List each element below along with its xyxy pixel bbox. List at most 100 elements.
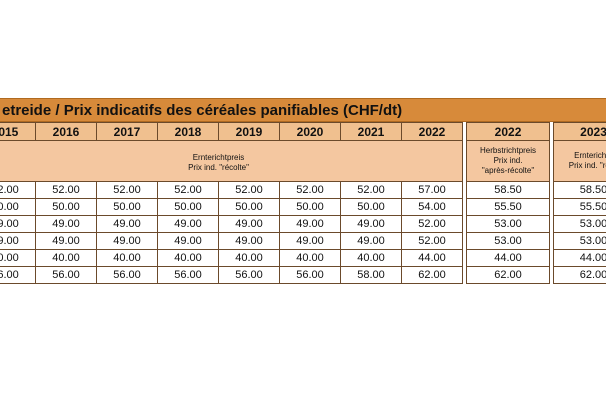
price-cell: 55.50 [466,198,550,216]
price-cell: 55.50 [553,198,606,216]
price-cell: 50.00 [0,198,36,216]
post-harvest-price-label: Herbstrichtpreis Prix ind. "après-récolt… [466,140,550,182]
column-gap [461,266,468,284]
column-gap [461,140,468,182]
price-cell: 44.00 [553,249,606,267]
price-cell: 56.00 [0,266,36,284]
table-row: 49.0049.0049.0049.0049.0049.0049.0052.00… [0,232,606,250]
price-cell: 52.00 [401,215,463,233]
column-gap [461,122,468,141]
label-line: Prix ind. "récolte" [188,163,249,172]
column-gap [548,198,555,216]
price-cell: 44.00 [466,249,550,267]
label-line: Prix ind. "réco [568,161,606,170]
column-gap [548,232,555,250]
price-cell: 52.00 [279,181,341,199]
harvest-price-label-2023: Ernterichtp Prix ind. "réco [553,140,606,182]
price-cell: 62.00 [466,266,550,284]
year-header-row: 2015 2016 2017 2018 2019 2020 2021 2022 … [0,122,606,141]
price-cell: 49.00 [157,232,219,250]
column-gap [548,266,555,284]
price-cell: 56.00 [218,266,280,284]
price-cell: 53.00 [553,232,606,250]
price-cell: 49.00 [218,232,280,250]
price-cell: 50.00 [279,198,341,216]
price-cell: 40.00 [0,249,36,267]
price-rows: 52.0052.0052.0052.0052.0052.0052.0057.00… [0,181,606,284]
price-cell: 40.00 [279,249,341,267]
year-header-cell: 2021 [340,122,402,141]
price-type-row: Ernterichtpreis Prix ind. "récolte" Herb… [0,140,606,182]
price-table: 2015 2016 2017 2018 2019 2020 2021 2022 … [0,122,606,284]
column-gap [461,249,468,267]
year-header-cell: 2017 [96,122,158,141]
price-cell: 52.00 [35,181,97,199]
price-cell: 56.00 [96,266,158,284]
column-gap [548,181,555,199]
price-cell: 52.00 [157,181,219,199]
price-cell: 52.00 [0,181,36,199]
price-cell: 52.00 [218,181,280,199]
price-cell: 40.00 [340,249,402,267]
year-header-cell: 2018 [157,122,219,141]
price-cell: 62.00 [401,266,463,284]
year-header-cell: 2019 [218,122,280,141]
price-cell: 52.00 [96,181,158,199]
label-line: "après-récolte" [481,166,535,175]
price-cell: 56.00 [35,266,97,284]
column-gap [548,140,555,182]
price-cell: 57.00 [401,181,463,199]
year-header-cell: 2022 [466,122,550,141]
column-gap [548,215,555,233]
column-gap [548,249,555,267]
price-cell: 52.00 [340,181,402,199]
price-cell: 50.00 [218,198,280,216]
table-title: etreide / Prix indicatifs des céréales p… [0,98,606,122]
price-cell: 49.00 [157,215,219,233]
label-line: Ernterichtpreis [192,153,245,162]
year-header-cell: 2020 [279,122,341,141]
price-cell: 49.00 [35,215,97,233]
price-cell: 49.00 [35,232,97,250]
year-header-cell: 2023 [553,122,606,141]
price-cell: 49.00 [340,232,402,250]
price-cell: 50.00 [35,198,97,216]
price-cell: 49.00 [340,215,402,233]
price-cell: 49.00 [279,232,341,250]
price-cell: 58.00 [340,266,402,284]
year-header-cell: 2015 [0,122,36,141]
price-cell: 49.00 [96,215,158,233]
label-line: Herbstrichtpreis [480,146,537,155]
price-cell: 40.00 [35,249,97,267]
year-header-cell: 2022 [401,122,463,141]
price-cell: 53.00 [553,215,606,233]
column-gap [461,232,468,250]
price-cell: 44.00 [401,249,463,267]
price-cell: 49.00 [279,215,341,233]
table-row: 50.0050.0050.0050.0050.0050.0050.0054.00… [0,198,606,216]
year-header-cell: 2016 [35,122,97,141]
price-cell: 40.00 [157,249,219,267]
price-cell: 53.00 [466,215,550,233]
table-row: 49.0049.0049.0049.0049.0049.0049.0052.00… [0,215,606,233]
price-cell: 58.50 [466,181,550,199]
price-cell: 54.00 [401,198,463,216]
harvest-price-label: Ernterichtpreis Prix ind. "récolte" [0,140,463,182]
label-line: Ernterichtp [574,151,606,160]
price-cell: 53.00 [466,232,550,250]
price-cell: 50.00 [157,198,219,216]
table-row: 40.0040.0040.0040.0040.0040.0040.0044.00… [0,249,606,267]
label-line: Prix ind. [493,156,523,165]
price-cell: 49.00 [96,232,158,250]
price-cell: 49.00 [0,215,36,233]
column-gap [548,122,555,141]
table-row: 52.0052.0052.0052.0052.0052.0052.0057.00… [0,181,606,199]
price-cell: 49.00 [0,232,36,250]
price-cell: 62.00 [553,266,606,284]
table-row: 56.0056.0056.0056.0056.0056.0058.0062.00… [0,266,606,284]
price-cell: 58.50 [553,181,606,199]
column-gap [461,181,468,199]
price-cell: 40.00 [218,249,280,267]
price-cell: 56.00 [279,266,341,284]
price-cell: 40.00 [96,249,158,267]
